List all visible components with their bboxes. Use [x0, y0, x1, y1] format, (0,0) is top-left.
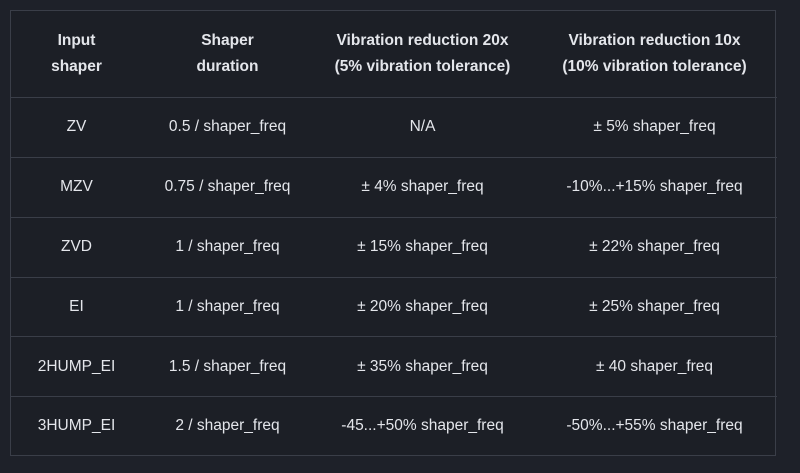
table-cell: ZV [11, 97, 142, 158]
table-cell: 3HUMP_EI [37, 417, 116, 435]
header-row: Input shaper Shaper duration Vibration r… [11, 11, 777, 98]
table-cell: ± 35% shaper_freq [313, 336, 532, 398]
table-cell: ± 25% shaper_freq [532, 277, 777, 338]
table-cell: 2HUMP_EI [11, 336, 142, 398]
table-cell: -45...+50% shaper_freq [341, 417, 504, 435]
table-cell: ± 20% shaper_freq [313, 277, 532, 338]
table-cell: -50%...+55% shaper_freq [566, 417, 743, 435]
table-cell: ± 4% shaper_freq [313, 157, 532, 218]
table-row: 2HUMP_EI 1.5 / shaper_freq ± 35% shaper_… [11, 336, 777, 398]
input-shaper-table: Input shaper Shaper duration Vibration r… [10, 10, 777, 456]
table-cell: EI [11, 277, 142, 338]
header-vibration-reduction-10x: Vibration reduction 10x (10% vibration t… [532, 11, 777, 98]
table-row: ZVD 1 / shaper_freq ± 15% shaper_freq ± … [11, 217, 777, 278]
table-cell: N/A [313, 97, 532, 158]
table-cell: MZV [11, 157, 142, 218]
table-cell: ZVD [11, 217, 142, 278]
table-cell: ± 5% shaper_freq [532, 97, 777, 158]
table-cell: ± 40 shaper_freq [532, 336, 777, 398]
data-table: Input shaper Shaper duration Vibration r… [11, 11, 777, 455]
table-cell: -10%...+15% shaper_freq [532, 157, 777, 218]
table-cell: ± 15% shaper_freq [313, 217, 532, 278]
header-vibration-reduction-20x: Vibration reduction 20x (5% vibration to… [313, 11, 532, 98]
table-cell: 1 / shaper_freq [142, 217, 313, 278]
table-cell: 1 / shaper_freq [142, 277, 313, 338]
table-cell: 2 / shaper_freq [175, 417, 280, 435]
header-input-shaper: Input shaper [11, 11, 142, 98]
table-cell: 0.5 / shaper_freq [142, 97, 313, 158]
table-row: EI 1 / shaper_freq ± 20% shaper_freq ± 2… [11, 277, 777, 338]
table-cell: 0.75 / shaper_freq [142, 157, 313, 218]
table-row: MZV 0.75 / shaper_freq ± 4% shaper_freq … [11, 157, 777, 218]
table-cell: ± 22% shaper_freq [532, 217, 777, 278]
header-shaper-duration: Shaper duration [142, 11, 313, 98]
table-row: 3HUMP_EI 2 / shaper_freq -45...+50% shap… [11, 397, 777, 455]
table-cell: 1.5 / shaper_freq [142, 336, 313, 398]
table-row: ZV 0.5 / shaper_freq N/A ± 5% shaper_fre… [11, 97, 777, 158]
